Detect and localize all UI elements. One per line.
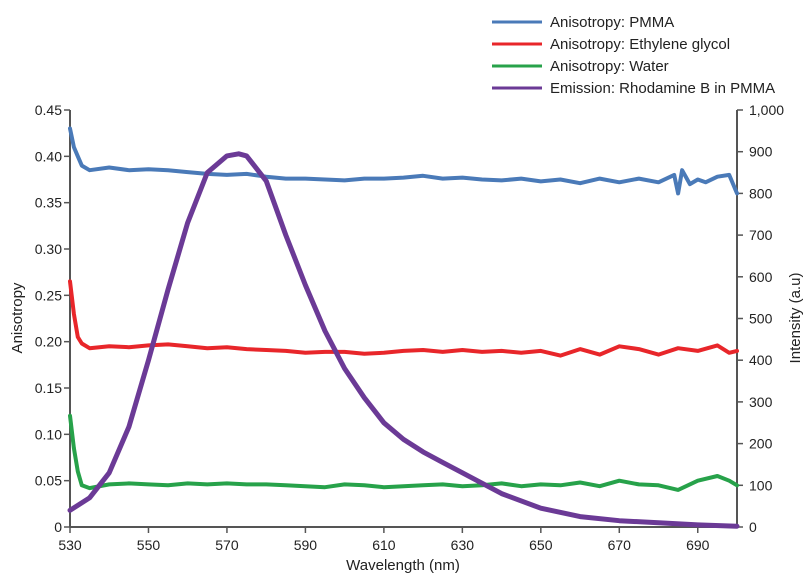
y-right-tick-label: 200 <box>749 436 773 452</box>
x-tick-label: 650 <box>529 537 553 553</box>
y-right-tick-label: 600 <box>749 269 773 285</box>
y-left-tick-label: 0.05 <box>35 473 62 489</box>
y-left-ticks: 0 0.05 0.10 0.15 0.20 0.25 0.30 0.35 0.40 0.45 <box>35 102 70 535</box>
series-line-anisotropy-ethylene-glycol <box>68 279 739 358</box>
y-right-tick-label: 700 <box>749 227 773 243</box>
legend-label: Emission: Rhodamine B in PMMA <box>550 80 775 97</box>
legend-label: Anisotropy: PMMA <box>550 14 674 31</box>
series-line-anisotropy-water <box>68 413 739 492</box>
x-tick-label: 690 <box>686 537 710 553</box>
x-tick-label: 570 <box>215 537 239 553</box>
y-left-tick-label: 0.20 <box>35 334 62 350</box>
series-line-anisotropy-pmma <box>68 126 739 196</box>
x-tick-label: 530 <box>58 537 82 553</box>
y-left-tick-label: 0.30 <box>35 241 62 257</box>
y-left-tick-label: 0.10 <box>35 426 62 442</box>
axes <box>69 110 738 528</box>
y-right-tick-label: 400 <box>749 352 773 368</box>
x-tick-label: 610 <box>372 537 396 553</box>
series-line-emission-rhodamine-b-in-pmma <box>67 151 740 529</box>
y-left-tick-label: 0.15 <box>35 380 62 396</box>
x-ticks: 530 550 570 590 610 630 650 670 690 <box>58 527 710 553</box>
y-right-tick-label: 0 <box>749 519 757 535</box>
y-left-tick-label: 0.35 <box>35 195 62 211</box>
x-tick-label: 670 <box>608 537 632 553</box>
y-right-tick-label: 800 <box>749 185 773 201</box>
y-right-tick-label: 900 <box>749 144 773 160</box>
x-axis-title: Wavelength (nm) <box>346 557 460 574</box>
y-right-tick-label: 100 <box>749 477 773 493</box>
y-left-tick-label: 0.25 <box>35 287 62 303</box>
y-left-tick-label: 0.40 <box>35 148 62 164</box>
x-tick-label: 550 <box>137 537 161 553</box>
y-right-axis-title: Intensity (a.u) <box>787 273 804 364</box>
y-right-tick-label: 1,000 <box>749 102 784 118</box>
x-tick-label: 590 <box>294 537 318 553</box>
y-right-tick-label: 300 <box>749 394 773 410</box>
y-left-tick-label: 0 <box>54 519 62 535</box>
legend-label: Anisotropy: Ethylene glycol <box>550 36 730 53</box>
series-lines <box>67 126 740 529</box>
legend: Anisotropy: PMMA Anisotropy: Ethylene gly… <box>492 14 775 97</box>
x-tick-label: 630 <box>451 537 475 553</box>
legend-label: Anisotropy: Water <box>550 58 669 75</box>
y-right-tick-label: 500 <box>749 311 773 327</box>
y-right-ticks: 0 100 200 300 400 500 600 700 800 900 1,000 <box>737 102 784 535</box>
y-left-tick-label: 0.45 <box>35 102 62 118</box>
y-left-axis-title: Anisotropy <box>9 282 26 353</box>
